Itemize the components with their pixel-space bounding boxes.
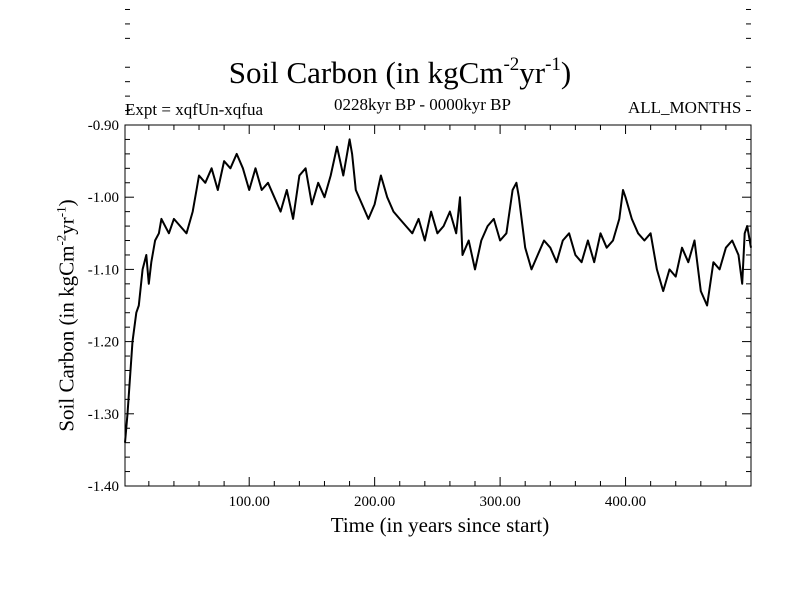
- y-tick-label: -1.40: [88, 479, 119, 495]
- period-label: 0228kyr BP - 0000kyr BP: [334, 95, 511, 114]
- x-tick-label: 300.00: [479, 494, 520, 510]
- x-tick-label: 200.00: [354, 494, 395, 510]
- x-tick-label: 400.00: [605, 494, 646, 510]
- months-label: ALL_MONTHS: [628, 98, 742, 117]
- y-tick-label: -1.10: [88, 262, 119, 278]
- plot-area: [124, 124, 752, 487]
- y-tick-label: -1.30: [88, 407, 119, 423]
- series-group: [124, 138, 752, 443]
- x-tick-label: 100.00: [229, 494, 270, 510]
- y-tick-label: -1.00: [88, 190, 119, 206]
- y-tick-label: -0.90: [88, 118, 119, 134]
- x-axis-label: Time (in years since start): [330, 513, 550, 537]
- y-tick-label: -1.20: [88, 335, 119, 351]
- chart-title: Soil Carbon (in kgCm-2yr-1): [228, 54, 572, 90]
- series-line: [124, 138, 752, 443]
- experiment-label: Expt = xqfUn-xqfua: [125, 100, 264, 119]
- y-axis-label: Soil Carbon (in kgCm-2yr-1): [53, 199, 79, 432]
- axis-ticks: -1.40 -1.30 -1.20 -1.10 -1.00 -0.90 100.00 200.…: [88, 8, 751, 510]
